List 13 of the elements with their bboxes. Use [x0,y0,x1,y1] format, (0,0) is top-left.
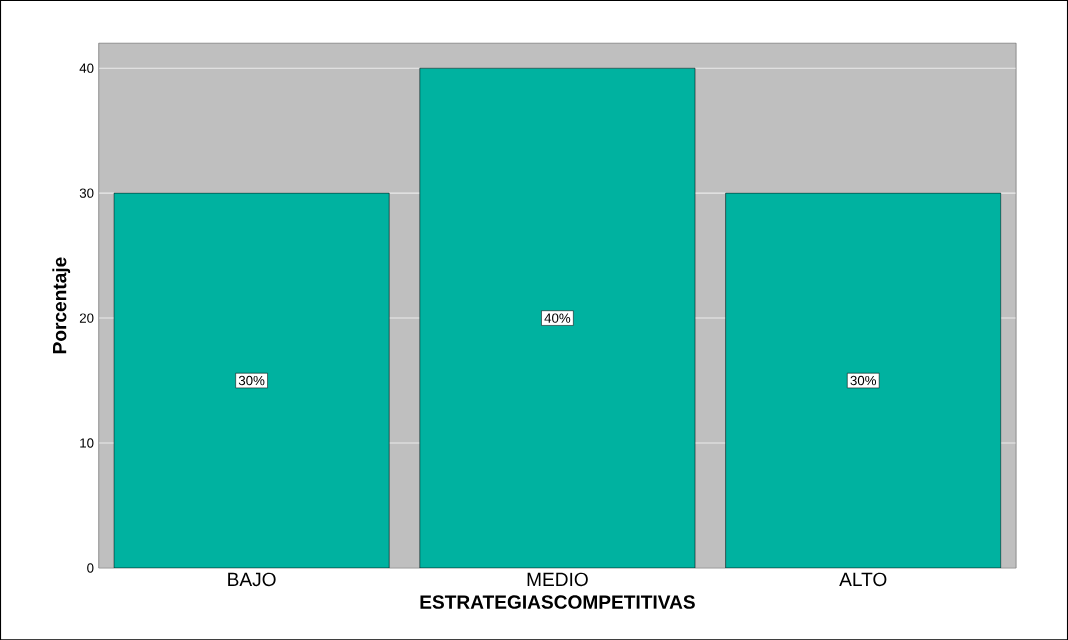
x-tick-label: BAJO [228,572,276,587]
y-tick-label: 30 [79,188,94,198]
y-axis-title: Porcentaje [52,257,71,354]
y-tick-label: 20 [79,313,94,323]
y-tick-label: 40 [79,63,94,73]
y-tick-label: 0 [87,563,94,573]
x-axis-title: ESTRATEGIASCOMPETITIVAS [420,595,695,609]
x-tick-label: MEDIO [527,572,588,587]
data-label: 40% [544,313,571,323]
data-label: 30% [850,375,877,386]
data-label: 30% [238,375,265,386]
x-tick-label: ALTO [839,572,887,587]
y-tick-label: 10 [80,438,94,448]
